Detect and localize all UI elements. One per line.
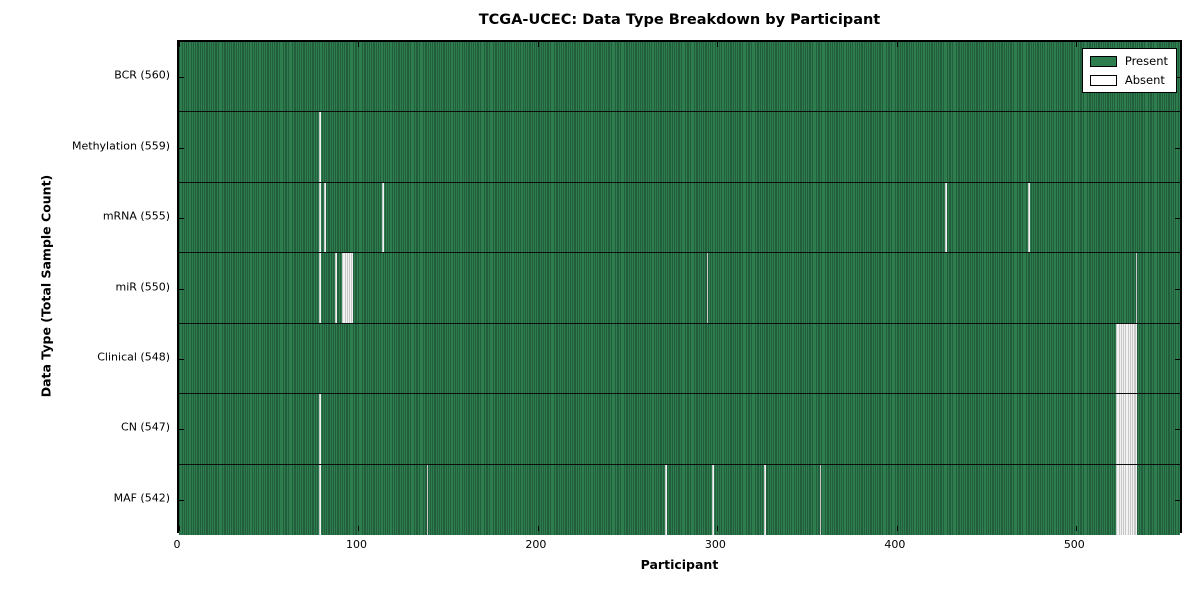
y-tick-mark (1175, 499, 1180, 501)
absent-span (318, 253, 321, 323)
x-tick-mark (358, 42, 360, 47)
heatmap-row-bcr (179, 42, 1180, 113)
y-tick-mark (179, 147, 184, 149)
x-tick-mark (896, 42, 898, 47)
x-axis-title: Participant (640, 557, 719, 572)
x-tick-mark (537, 42, 539, 47)
legend-entry-present: Present (1089, 54, 1168, 68)
y-tick-label-methylation: Methylation (559) (72, 139, 170, 153)
legend: Present Absent (1081, 48, 1177, 93)
heatmap-rows (179, 42, 1180, 535)
x-tick-mark (1076, 526, 1078, 531)
y-tick-mark (179, 429, 184, 431)
absent-span (335, 253, 337, 323)
absent-span (665, 464, 668, 535)
x-tick-label: 200 (525, 538, 547, 551)
x-tick-mark (358, 526, 360, 531)
x-tick-label: 100 (345, 538, 367, 551)
absent-span (318, 464, 321, 535)
x-tick-mark (179, 42, 180, 47)
y-tick-mark (1175, 429, 1180, 431)
y-tick-label-clinical: Clinical (548) (97, 350, 170, 364)
heatmap-row-clinical (179, 323, 1180, 395)
y-tick-mark (179, 358, 184, 360)
heatmap-row-mrna (179, 182, 1180, 254)
x-tick-mark (537, 526, 539, 531)
x-tick-label: 0 (173, 538, 181, 551)
y-tick-mark (1175, 358, 1180, 360)
y-tick-mark (1175, 288, 1180, 290)
y-tick-label-bcr: BCR (560) (114, 68, 170, 82)
heatmap-row-maf (179, 464, 1180, 535)
absent-span (819, 464, 822, 535)
heatmap-row-methylation (179, 112, 1180, 183)
y-tick-mark (179, 218, 184, 220)
absent-span (1115, 323, 1138, 394)
x-tick-label: 500 (1063, 538, 1085, 551)
y-tick-mark (179, 77, 184, 79)
y-tick-mark (1175, 147, 1180, 149)
heatmap-row-cn (179, 394, 1180, 465)
y-tick-label-cn: CN (547) (121, 420, 170, 434)
absent-span (324, 182, 327, 253)
absent-span (1027, 182, 1030, 253)
x-tick-label: 300 (704, 538, 726, 551)
x-tick-mark (1076, 42, 1078, 47)
legend-entry-absent: Absent (1089, 73, 1168, 87)
absent-span (712, 464, 714, 535)
absent-span (945, 182, 948, 253)
absent-span (764, 464, 766, 535)
absent-span (1115, 394, 1138, 464)
legend-swatch-absent (1089, 74, 1117, 86)
absent-span (1115, 464, 1138, 535)
y-tick-mark (1175, 218, 1180, 220)
heatmap-row-mir (179, 253, 1180, 324)
legend-swatch-present (1089, 55, 1117, 67)
absent-span (426, 464, 429, 535)
legend-label: Present (1124, 54, 1168, 68)
absent-span (342, 253, 354, 323)
absent-span (318, 182, 321, 253)
chart-title: TCGA-UCEC: Data Type Breakdown by Partic… (478, 12, 881, 28)
heatmap-plot: Present Absent (177, 40, 1182, 535)
absent-span (381, 182, 384, 253)
absent-span (706, 253, 709, 323)
y-tick-mark (1175, 77, 1180, 79)
y-tick-mark (179, 288, 184, 290)
legend-label: Absent (1124, 73, 1165, 87)
x-tick-label: 400 (884, 538, 906, 551)
x-tick-mark (896, 526, 898, 531)
absent-span (1135, 253, 1138, 323)
x-tick-mark (717, 42, 719, 47)
absent-span (318, 112, 321, 182)
x-tick-mark (179, 526, 180, 531)
x-tick-mark (717, 526, 719, 531)
y-tick-label-mrna: mRNA (555) (102, 209, 170, 223)
absent-span (318, 394, 321, 464)
y-tick-mark (179, 499, 184, 501)
y-tick-label-mir: miR (550) (115, 280, 171, 293)
y-tick-label-maf: MAF (542) (113, 491, 170, 505)
